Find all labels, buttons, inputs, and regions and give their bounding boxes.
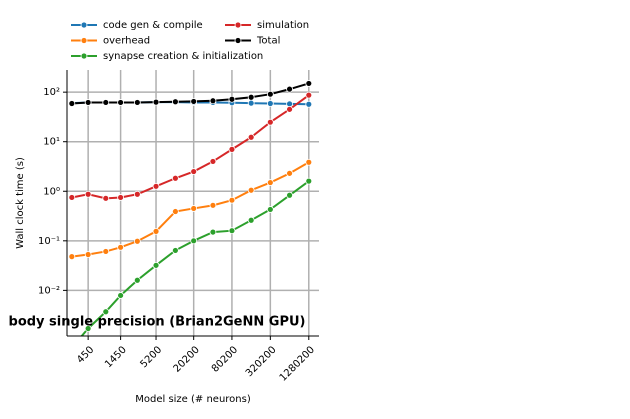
data-point	[152, 182, 160, 190]
data-point	[266, 206, 274, 213]
data-point	[305, 100, 313, 108]
data-point	[171, 208, 179, 215]
data-point	[247, 186, 255, 194]
data-point	[190, 98, 198, 105]
legend-label: code gen & compile	[103, 20, 203, 31]
legend-item: Total	[225, 36, 280, 47]
data-point	[68, 194, 76, 201]
data-point	[228, 95, 236, 103]
data-point	[286, 191, 293, 199]
x-tick-label: 320200	[244, 344, 279, 379]
data-point	[247, 93, 255, 101]
y-tick-label: 10⁻¹	[38, 236, 60, 247]
data-point	[228, 227, 236, 235]
legend-item: simulation	[225, 20, 309, 31]
data-point	[102, 194, 110, 202]
data-point	[286, 169, 293, 177]
axes: 10⁻² 10⁻¹ 10⁰ 10¹ 10² 450 1450 5200 20200 80200 32…	[38, 87, 317, 384]
legend-item: overhead	[71, 36, 150, 47]
data-point	[190, 205, 198, 212]
data-point	[266, 100, 274, 107]
legend-label: simulation	[257, 20, 309, 31]
data-point	[102, 248, 110, 255]
data-point	[266, 179, 274, 186]
y-tick-label: 10⁻²	[38, 285, 60, 296]
data-point	[305, 80, 313, 87]
data-point	[68, 100, 76, 107]
legend-item: synapse creation & initialization	[71, 51, 263, 62]
x-tick-label: 5200	[139, 344, 165, 370]
data-point	[117, 243, 125, 251]
data-point	[228, 145, 236, 153]
x-tick-label: 1450	[103, 344, 129, 370]
data-point	[84, 190, 92, 198]
data-point	[286, 85, 293, 93]
data-point	[133, 190, 141, 198]
data-point	[84, 99, 92, 106]
data-point	[228, 196, 236, 204]
data-point	[152, 98, 160, 106]
data-point	[247, 216, 255, 224]
data-point	[209, 228, 217, 236]
y-tick-label: 10²	[43, 87, 60, 98]
x-tick-label: 450	[75, 344, 96, 365]
data-point	[152, 261, 160, 269]
data-point	[247, 99, 255, 107]
chart-title: body single precision (Brian2GeNN GPU)	[9, 315, 306, 330]
data-point	[84, 325, 92, 332]
legend-label: Total	[256, 36, 280, 47]
data-point	[117, 194, 125, 201]
data-point	[171, 174, 179, 182]
x-tick-label: 80200	[210, 344, 240, 374]
series-line	[80, 180, 310, 336]
x-tick-label: 1280200	[278, 344, 317, 383]
data-point	[133, 276, 141, 284]
data-point	[69, 345, 75, 351]
data-point	[84, 251, 92, 258]
data-point	[305, 177, 313, 185]
legend-item: code gen & compile	[71, 20, 203, 31]
data-point	[102, 99, 110, 106]
legend-marker	[80, 52, 88, 60]
legend-marker	[80, 37, 88, 44]
data-point	[190, 237, 198, 245]
data-point	[209, 158, 217, 165]
data-point	[209, 201, 217, 209]
legend-marker	[80, 21, 88, 29]
data-point	[305, 91, 313, 99]
data-point	[266, 90, 274, 98]
data-point	[133, 99, 141, 106]
data-point	[209, 97, 217, 105]
data-point	[190, 168, 198, 175]
legend-marker	[234, 37, 242, 44]
data-point	[266, 118, 274, 126]
y-tick-label: 10¹	[43, 137, 60, 148]
data-point	[102, 308, 110, 316]
data-point	[171, 98, 179, 106]
data-point	[171, 247, 179, 254]
grid	[67, 70, 319, 336]
data-point	[286, 105, 293, 113]
x-tick-label: 20200	[172, 344, 202, 374]
legend-label: synapse creation & initialization	[103, 51, 263, 62]
data-point	[152, 227, 160, 235]
x-axis-label: Model size (# neurons)	[135, 394, 251, 405]
legend-label: overhead	[103, 36, 150, 47]
y-tick-label: 10⁰	[43, 186, 60, 197]
data-point	[68, 253, 76, 261]
data-point	[117, 292, 125, 299]
data-point	[117, 99, 125, 106]
legend-marker	[234, 21, 242, 29]
data-point	[247, 133, 255, 141]
legend: code gen & compile overhead synapse creati…	[71, 20, 309, 62]
plot-area	[68, 80, 313, 351]
data-point	[305, 158, 313, 166]
y-axis-label: Wall clock time (s)	[15, 157, 26, 249]
data-point	[133, 237, 141, 245]
